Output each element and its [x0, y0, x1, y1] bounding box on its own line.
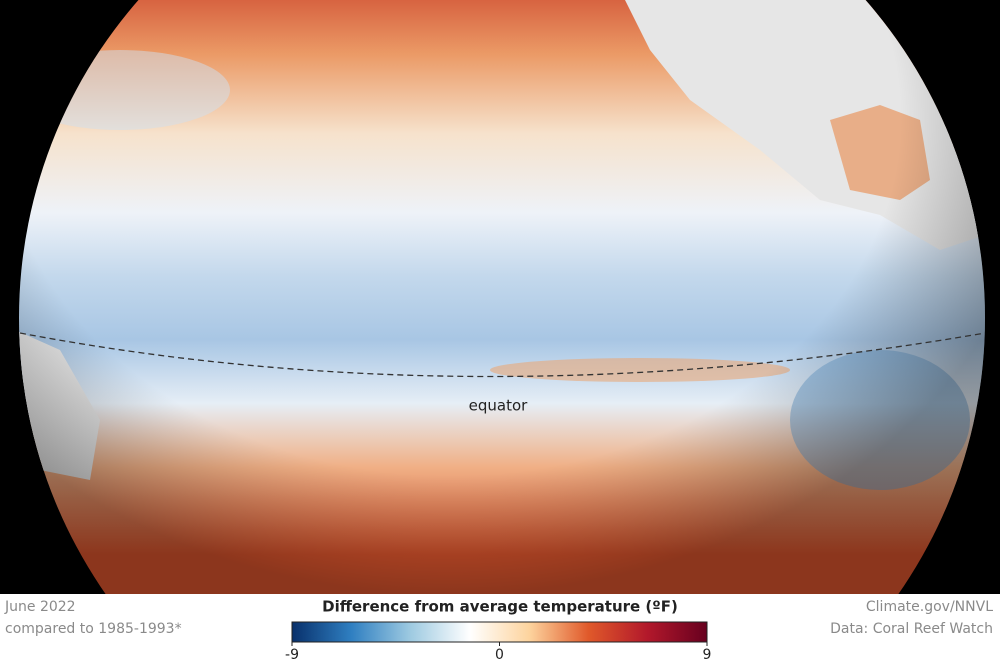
- tick-label: -9: [285, 647, 299, 663]
- equator-label: equator: [469, 397, 529, 415]
- tick-label: 0: [495, 647, 504, 663]
- credit-data: Data: Coral Reef Watch: [830, 621, 993, 637]
- legend-title: Difference from average temperature (ºF): [322, 598, 678, 616]
- globe-shade: [19, 0, 985, 594]
- color-bar: [291, 621, 708, 643]
- baseline: compared to 1985-1993*: [5, 621, 182, 637]
- equator-line: [19, 332, 986, 378]
- credit-source: Climate.gov/NNVL: [866, 599, 993, 615]
- date: June 2022: [4, 599, 76, 615]
- tick-label: 9: [703, 647, 712, 663]
- globe: [19, 0, 985, 594]
